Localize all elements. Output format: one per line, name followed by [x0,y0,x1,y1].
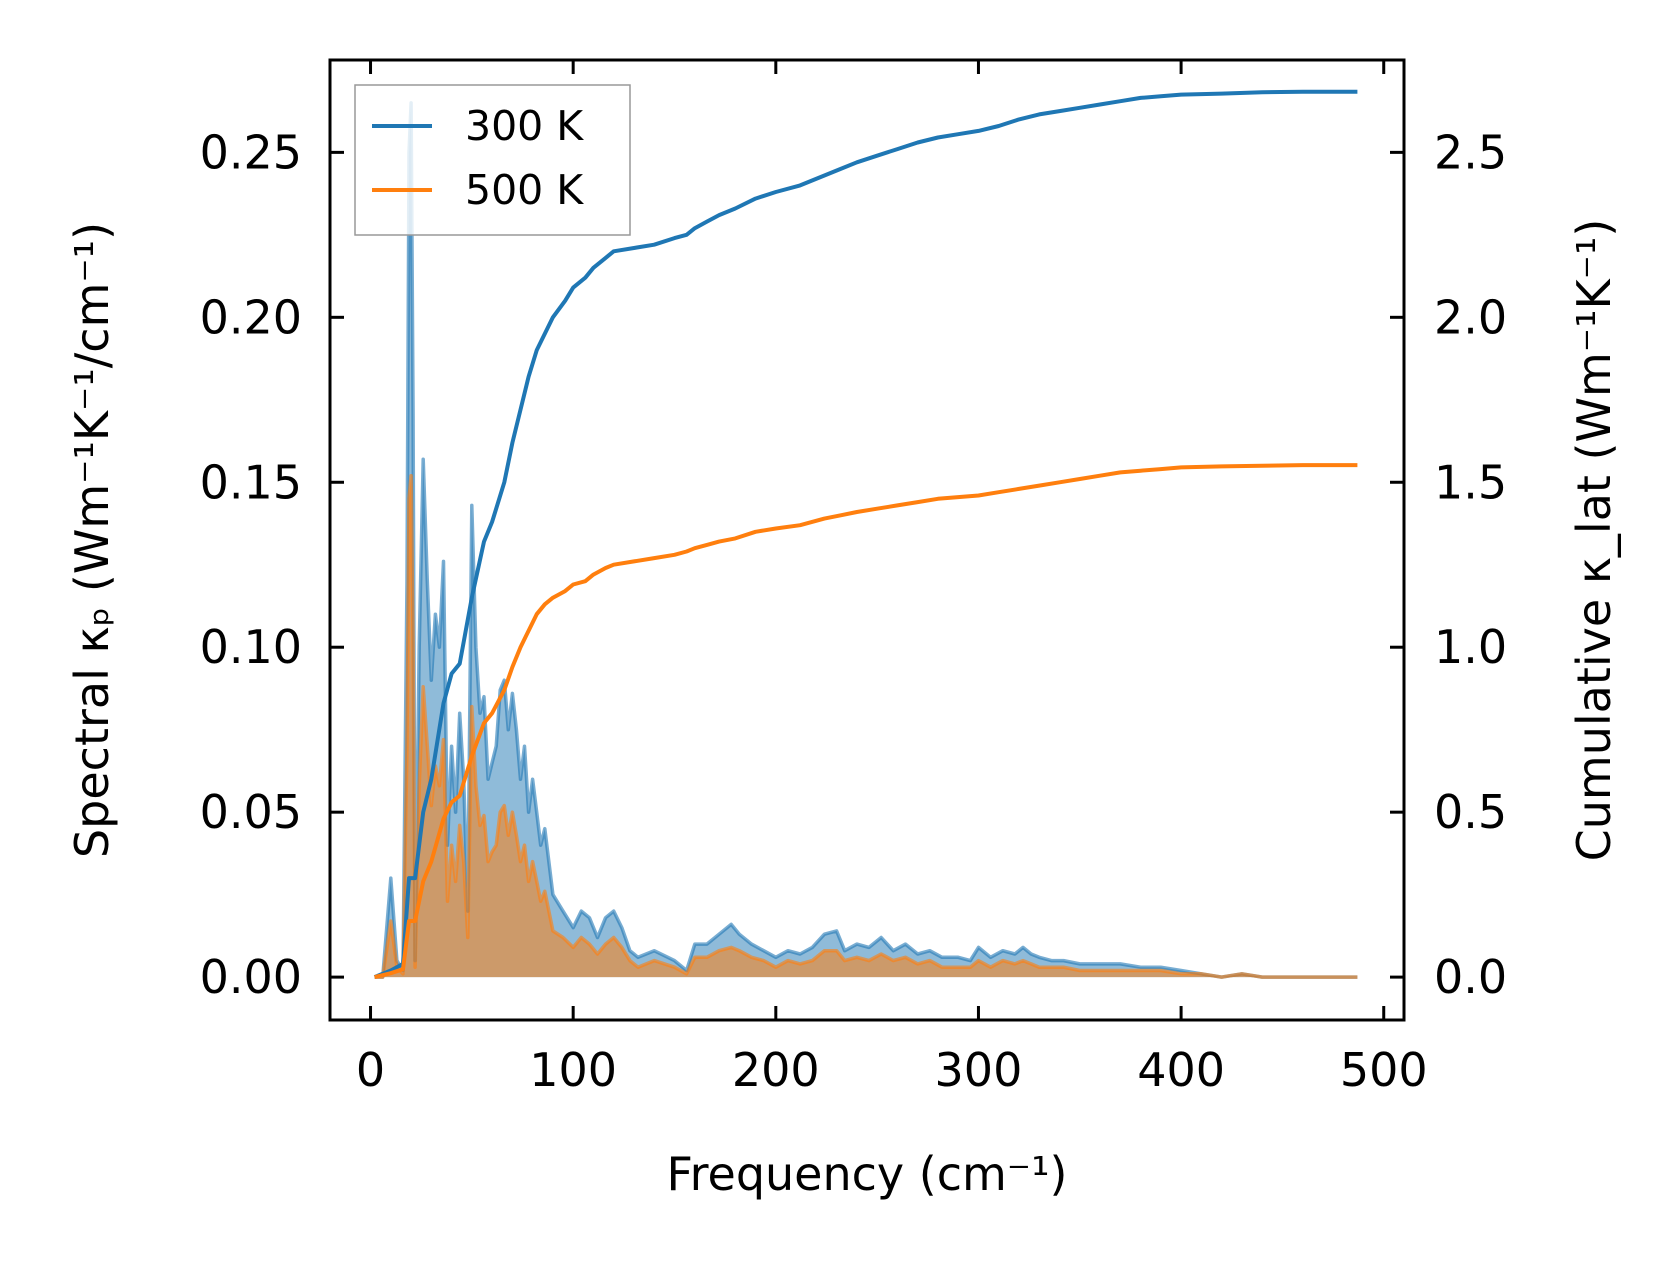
spectral-line-300k [374,101,1358,979]
y-right-tick-label: 2.5 [1434,125,1507,179]
y-left-tick-label: 0.20 [200,290,302,344]
spectral-fills [374,102,1358,978]
x-tick-label: 100 [529,1043,617,1097]
y-right-tick-label: 0.0 [1434,950,1507,1004]
y-right-tick-label: 0.5 [1434,785,1507,839]
y-left-tick-label: 0.10 [200,620,302,674]
y-right-tick-label: 2.0 [1434,290,1507,344]
y-left-tick-label: 0.25 [200,125,302,179]
y-left-tick-label: 0.00 [200,950,302,1004]
y-right-tick-label: 1.5 [1434,455,1507,509]
x-tick-label: 500 [1340,1043,1428,1097]
spectral-lines [374,101,1358,979]
y-left-tick-label: 0.05 [200,785,302,839]
x-tick-label: 400 [1137,1043,1225,1097]
y-right-tick-label: 1.0 [1434,620,1507,674]
y-right-axis-title: Cumulative κ_lat (Wm⁻¹K⁻¹) [1567,219,1621,862]
legend: 300 K 500 K [354,84,631,236]
cumulative-line-500k [374,463,1358,980]
cumulative-lines [373,89,1358,980]
spectral-fill-500k [374,475,1358,978]
x-axis-title: Frequency (cm⁻¹) [667,1147,1068,1201]
axis-ticks: 0 100 200 300 400 500 0.00 0.05 0.10 0.15 0.20 0.25… [200,60,1507,1097]
cumulative-line-300k [373,89,1358,979]
legend-label-500k: 500 K [465,166,584,214]
x-tick-label: 0 [356,1043,385,1097]
spectral-line-500k [374,473,1358,979]
legend-box [354,84,631,236]
legend-label-300k: 300 K [465,102,584,150]
y-left-tick-label: 0.15 [200,455,302,509]
plot-frame [328,58,1406,1022]
x-tick-label: 300 [935,1043,1023,1097]
y-left-axis-title: Spectral κₚ (Wm⁻¹K⁻¹/cm⁻¹) [65,222,119,858]
x-tick-label: 200 [732,1043,820,1097]
